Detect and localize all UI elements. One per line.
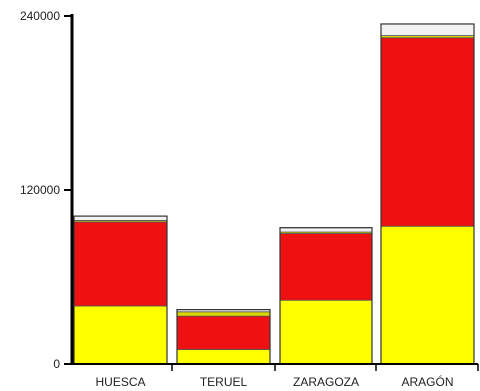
y-ticks: 0 120000 240000 (20, 9, 72, 371)
bars-layer (73, 23, 475, 365)
bar-segment-zaragoza-2 (279, 233, 373, 301)
bar-segment-aragon-2 (380, 37, 475, 227)
x-category-label-huesca: HUESCA (95, 375, 145, 389)
bar-segment-aragon-1 (380, 225, 475, 365)
x-category-label-zaragoza: ZARAGOZA (293, 375, 359, 389)
bar-segment-huesca-1 (73, 305, 168, 365)
bar-segment-teruel-2 (176, 315, 271, 350)
bar-zaragoza (279, 227, 373, 365)
bar-teruel (176, 309, 271, 365)
bar-segment-zaragoza-1 (279, 299, 373, 365)
x-ticks: HUESCA TERUEL ZARAGOZA ARAGÓN (95, 364, 479, 389)
bar-huesca (73, 215, 168, 365)
bar-segment-zaragoza-4 (279, 227, 373, 233)
bar-segment-teruel-3 (176, 311, 271, 317)
bar-aragon (380, 23, 475, 365)
x-category-label-teruel: TERUEL (200, 375, 248, 389)
x-category-label-aragon: ARAGÓN (401, 374, 453, 389)
bar-segment-teruel-1 (176, 349, 271, 365)
y-tick-label-0: 0 (53, 357, 60, 371)
y-tick-label-120000: 120000 (20, 183, 60, 197)
y-tick-label-240000: 240000 (20, 9, 60, 23)
bar-segment-huesca-4 (73, 215, 168, 221)
bar-segment-huesca-2 (73, 221, 168, 307)
bar-segment-aragon-4 (380, 23, 475, 36)
